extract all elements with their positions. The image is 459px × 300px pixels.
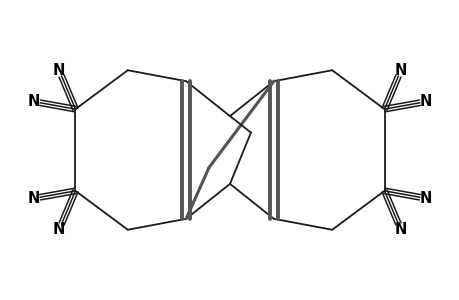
Text: N: N [28,191,40,206]
Text: N: N [394,222,406,237]
Text: N: N [53,63,65,78]
Text: N: N [53,222,65,237]
Text: N: N [28,94,40,109]
Text: N: N [419,94,431,109]
Text: N: N [419,191,431,206]
Text: N: N [394,63,406,78]
